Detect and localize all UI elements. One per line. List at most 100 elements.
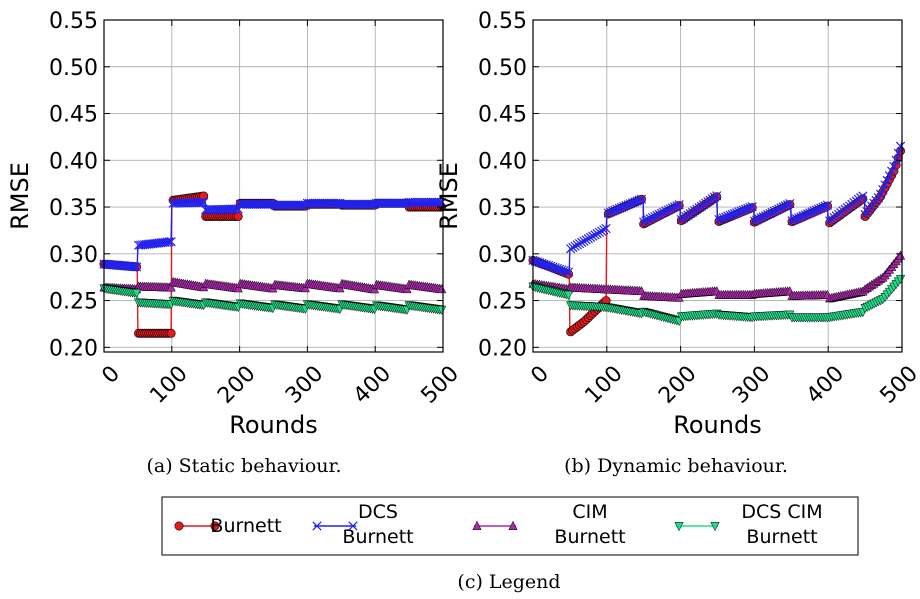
data-point — [572, 240, 582, 250]
legend-marker — [348, 521, 358, 531]
data-point — [643, 215, 653, 225]
data-point — [164, 237, 174, 247]
x-tick-label: 500 — [417, 361, 464, 408]
data-point — [199, 197, 209, 208]
data-point — [129, 262, 140, 272]
series-cim-burnett — [99, 276, 447, 294]
data-point — [771, 205, 782, 215]
caption-dynamic: (b) Dynamic behaviour. — [564, 455, 788, 477]
data-point — [641, 216, 651, 226]
y-tick-label: 0.20 — [49, 336, 98, 361]
data-point — [599, 225, 609, 235]
x-axis-label: Rounds — [673, 411, 761, 439]
data-point — [581, 235, 591, 245]
data-point — [127, 261, 138, 272]
series-dcs-cim-burnett — [99, 284, 447, 315]
plot-frame — [103, 19, 444, 353]
data-point — [166, 282, 176, 292]
y-tick-label: 0.25 — [49, 290, 98, 315]
legend-entry: CIM Burnett — [472, 501, 626, 548]
y-tick-label: 0.55 — [478, 9, 527, 34]
x-tick-label: 200 — [654, 361, 701, 408]
data-point — [776, 203, 786, 213]
data-point — [194, 197, 205, 208]
series-dcs-burnett — [99, 197, 447, 272]
x-tick-label: 400 — [802, 361, 849, 408]
series-line — [103, 194, 443, 334]
data-point — [233, 211, 243, 221]
data-point — [820, 201, 830, 211]
series-dcs-burnett — [528, 141, 906, 277]
data-point — [574, 239, 585, 249]
data-point — [654, 209, 664, 220]
data-point — [650, 211, 660, 222]
data-point — [778, 202, 788, 212]
plot-frame — [532, 19, 903, 353]
legend-marker — [508, 520, 518, 530]
legend-marker — [312, 521, 322, 531]
data-point — [858, 191, 868, 201]
data-point — [437, 197, 447, 207]
y-tick-label: 0.20 — [478, 336, 527, 361]
legend-marker — [210, 521, 220, 531]
legend-label: DCS CIM — [741, 501, 822, 523]
data-point — [749, 216, 760, 226]
data-point — [754, 214, 764, 224]
x-tick-label: 100 — [580, 361, 627, 408]
data-point — [570, 241, 580, 251]
x-tick-label: 200 — [213, 361, 260, 408]
data-point — [592, 228, 602, 239]
y-tick-label: 0.30 — [478, 243, 527, 268]
series-burnett — [99, 191, 447, 338]
y-tick-label: 0.25 — [478, 290, 527, 315]
data-point — [889, 161, 899, 172]
data-point — [822, 200, 833, 210]
data-point — [747, 202, 757, 212]
x-tick-label: 500 — [876, 361, 920, 408]
data-point — [634, 195, 644, 205]
data-point — [563, 290, 574, 301]
legend-entry: DCS CIM Burnett — [674, 501, 823, 548]
legend-entry: DCS Burnett — [312, 501, 414, 548]
legend-label: Burnett — [342, 526, 413, 548]
y-tick-label: 0.35 — [49, 196, 98, 221]
data-point — [597, 226, 607, 236]
chart-static: 0.20 0.25 0.30 0.35 0.40 0.45 0.50 0.55 0 100 200 3… — [6, 9, 464, 439]
data-point — [893, 148, 903, 158]
caption-static: (a) Static behaviour. — [146, 455, 341, 477]
data-point — [785, 199, 795, 209]
data-point — [566, 244, 576, 254]
data-point — [774, 204, 784, 214]
legend-marker — [472, 520, 482, 530]
series-cim-burnett — [528, 250, 906, 303]
data-point — [166, 328, 176, 338]
legend-label: Burnett — [746, 526, 817, 548]
data-point — [767, 207, 777, 217]
x-tick-label: 300 — [281, 361, 328, 408]
legend: Burnett DCS Burnett CIM Burnett DCS CIM Burnet… — [161, 496, 859, 556]
data-point — [665, 204, 675, 214]
data-point — [763, 209, 773, 220]
data-point — [229, 204, 239, 214]
y-tick-label: 0.45 — [478, 103, 527, 128]
data-point — [563, 267, 574, 277]
series-line — [103, 201, 443, 268]
legend-marker — [174, 521, 184, 531]
data-point — [166, 237, 176, 247]
data-point — [296, 200, 306, 210]
y-tick-label: 0.55 — [49, 9, 98, 34]
data-point — [636, 194, 647, 204]
data-point — [601, 223, 611, 234]
legend-marker — [710, 522, 720, 532]
legend-entry: Burnett — [174, 515, 282, 537]
data-point — [588, 231, 598, 241]
data-point — [639, 217, 649, 227]
x-tick-label: 0 — [97, 361, 125, 389]
data-point — [645, 214, 655, 224]
y-tick-label: 0.35 — [478, 196, 527, 221]
data-point — [585, 232, 596, 242]
data-point — [882, 175, 892, 186]
x-axis-label: Rounds — [229, 411, 317, 439]
y-axis-label: RMSE — [6, 162, 34, 230]
data-point — [432, 197, 443, 207]
